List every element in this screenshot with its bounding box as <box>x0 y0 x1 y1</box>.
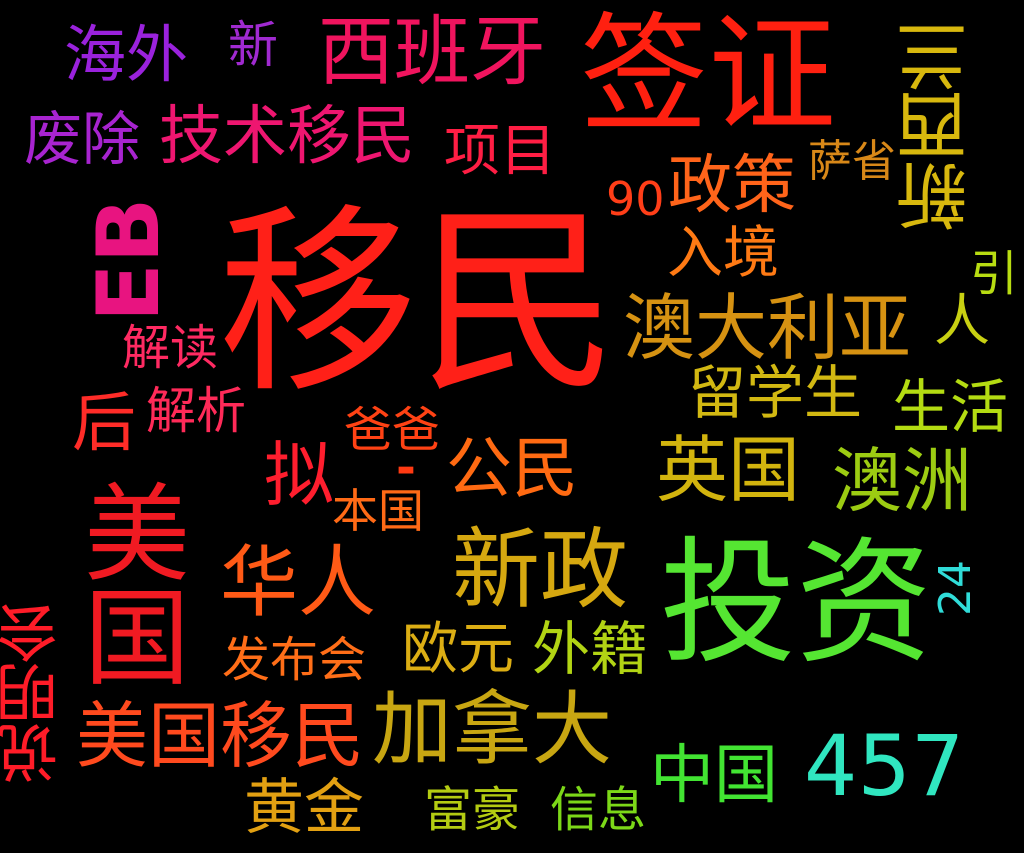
word-yimin: 移民 <box>218 187 619 420</box>
word-aodaliya: 澳大利亚 <box>623 286 912 370</box>
word-meiguo: 美国 <box>66 478 189 686</box>
word-shenghuo: 生活 <box>892 373 1009 441</box>
word-eb: EB <box>79 197 179 322</box>
word-yingguo: 英国 <box>656 428 801 512</box>
word-jishu-yimin: 技术移民 <box>159 100 415 174</box>
word-hou: 后 <box>72 387 136 461</box>
word-ouyuan: 欧元 <box>402 617 514 682</box>
word-liuxuesheng: 留学生 <box>688 359 863 427</box>
word-huaren: 华人 <box>220 538 377 628</box>
word-baba: 爸爸 <box>344 402 441 458</box>
word-xinxi: 信息 <box>550 782 647 838</box>
word-xinxilan: 新西兰 <box>896 22 980 232</box>
word-shuominghui: 说明会 <box>0 604 69 784</box>
word-xinzheng: 新政 <box>452 518 629 621</box>
word-ren: 人 <box>934 289 990 354</box>
word-yin: 引 <box>970 246 1019 302</box>
word-ni: 拟 <box>264 434 334 516</box>
word-feichu: 废除 <box>24 105 141 173</box>
word-jiexi: 解析 <box>146 382 246 440</box>
word-xibanya: 西班牙 <box>318 7 546 96</box>
word-waiji: 外籍 <box>532 615 649 683</box>
word-90: 90 <box>606 172 665 226</box>
word-gongmin: 公民 <box>446 430 578 507</box>
word-benguo: 本国 <box>332 484 424 538</box>
word-haiwai: 海外 <box>64 18 189 91</box>
word-fuhao: 富豪 <box>424 782 521 838</box>
word-xin: 新 <box>228 16 278 74</box>
word-meiguo-yimin: 美国移民 <box>76 694 365 778</box>
word-qianzheng: 签证 <box>580 1 837 150</box>
word-aozhou: 澳洲 <box>832 440 972 522</box>
word-zhongguo: 中国 <box>650 739 778 813</box>
word-zhengce: 政策 <box>668 149 796 223</box>
word-xiangmu: 项目 <box>444 119 556 184</box>
word-huangjin: 黄金 <box>244 773 364 843</box>
word-rujing: 入境 <box>667 221 779 286</box>
word-fabuhui: 发布会 <box>222 632 367 688</box>
word-24: 24 <box>930 560 981 616</box>
word-457: 457 <box>804 717 965 815</box>
word-sasheng: 萨省 <box>808 136 896 187</box>
word-touzi: 投资 <box>660 525 932 683</box>
word-dash: - <box>396 440 416 496</box>
word-jianada: 加拿大 <box>372 683 612 776</box>
word-jiedu: 解读 <box>122 320 219 376</box>
